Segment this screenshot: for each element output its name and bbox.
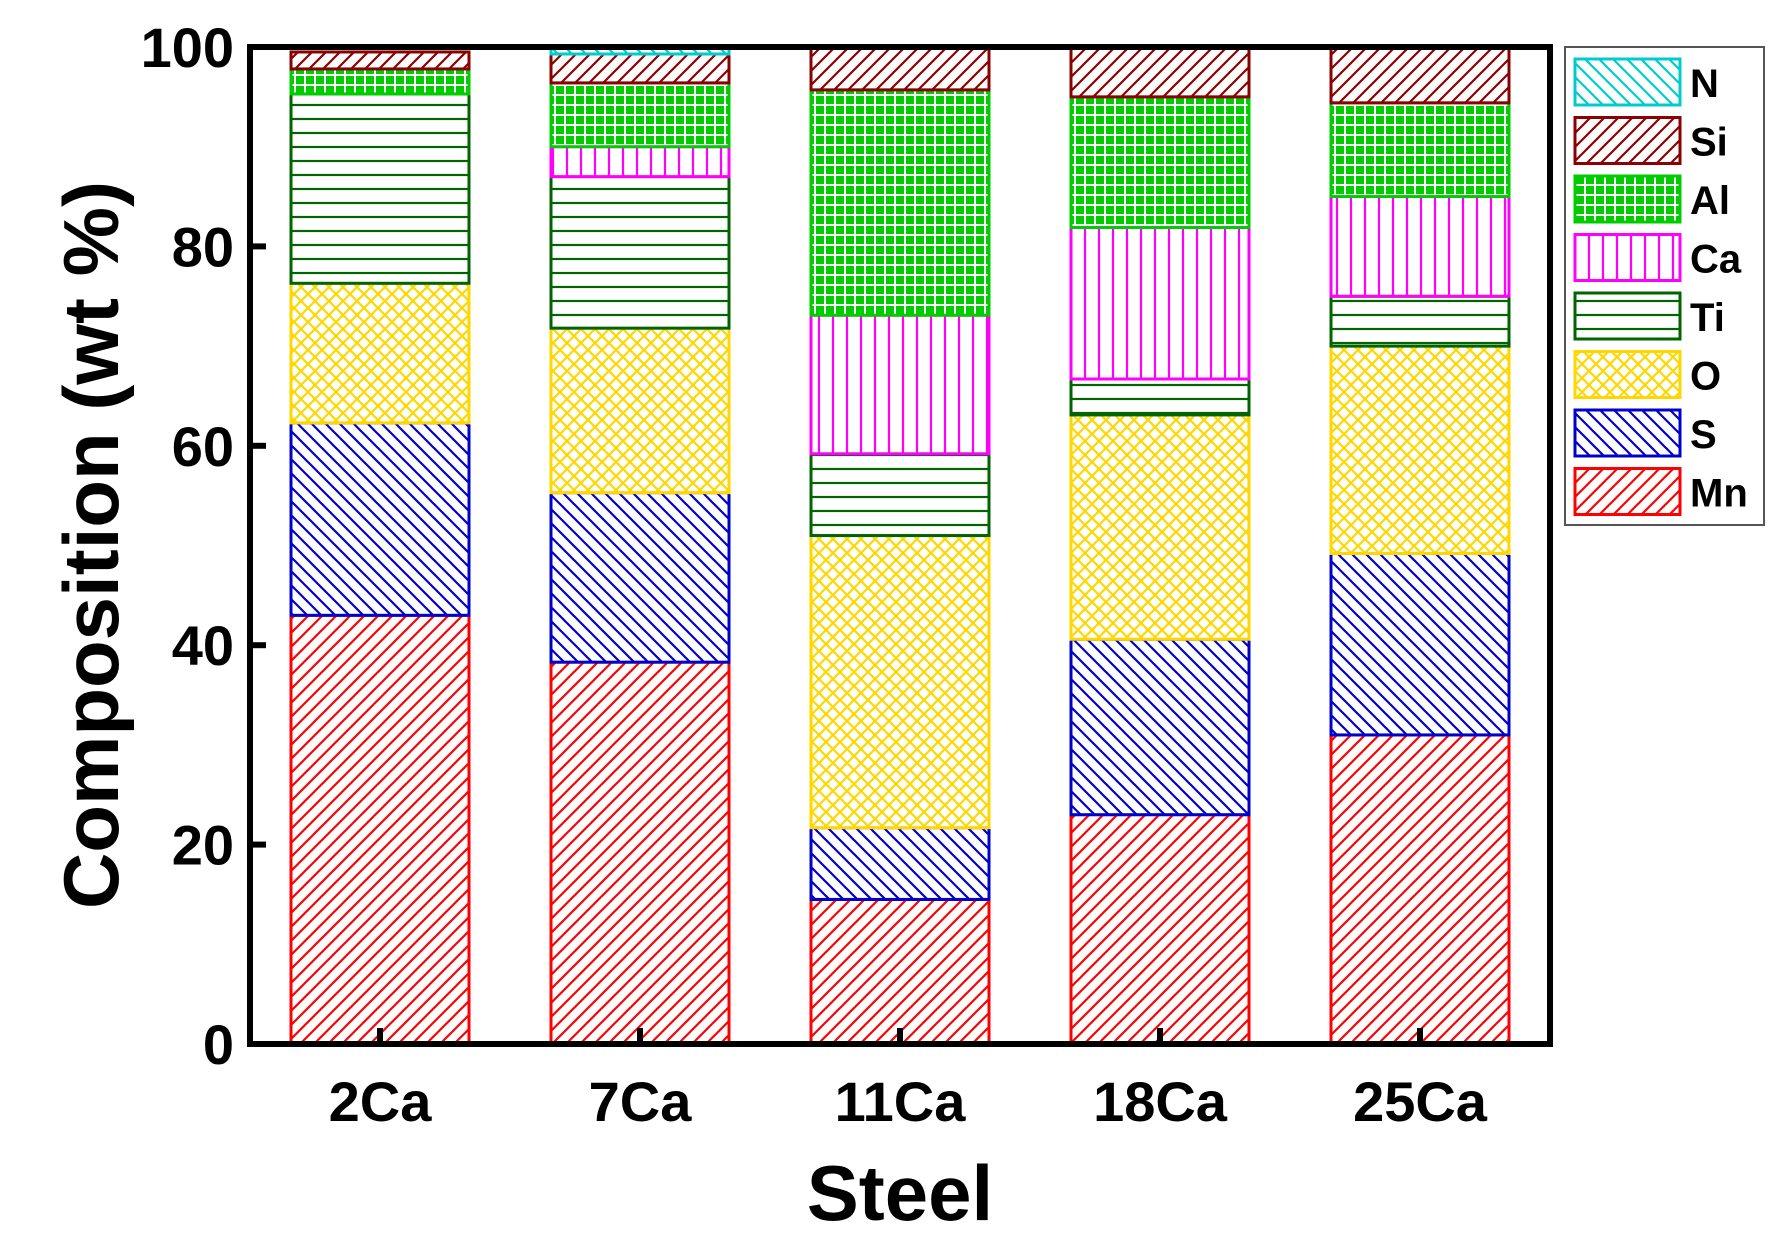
bar-segment-7Ca-S <box>549 491 731 664</box>
bar-segment-11Ca-Al <box>809 88 991 317</box>
bar-segment-11Ca-Ca <box>809 313 991 456</box>
bar-segment-11Ca-Ti <box>809 452 991 538</box>
bar-segment-25Ca-Ti <box>1329 294 1511 348</box>
bar-segment-18Ca-S <box>1069 637 1251 817</box>
bar-segment-25Ca-Mn <box>1329 733 1511 1046</box>
x-tick-label-18Ca: 18Ca <box>1093 1070 1228 1133</box>
legend-label-N: N <box>1690 62 1719 106</box>
bar-segment-11Ca-Si <box>809 45 991 92</box>
y-tick-label: 100 <box>141 16 234 79</box>
x-tick-label-7Ca: 7Ca <box>589 1070 693 1133</box>
y-tick-label: 80 <box>172 215 234 278</box>
bars-layer <box>289 45 1511 1046</box>
bar-segment-7Ca-O <box>549 326 731 495</box>
legend-swatch-Si <box>1573 116 1682 165</box>
y-tick-label: 20 <box>172 814 234 877</box>
bar-segment-2Ca-Al <box>289 67 471 96</box>
x-tick-label-11Ca: 11Ca <box>835 1070 967 1133</box>
bar-segment-2Ca-Mn <box>289 613 471 1046</box>
legend-label-Mn: Mn <box>1690 472 1748 516</box>
legend-swatch-S <box>1573 408 1682 458</box>
x-axis-title: Steel <box>807 1149 993 1237</box>
bar-segment-18Ca-O <box>1069 413 1251 641</box>
bar-segment-18Ca-Ca <box>1069 225 1251 381</box>
legend-label-Si: Si <box>1690 121 1728 165</box>
legend-label-Ti: Ti <box>1690 296 1725 340</box>
x-tick-label-25Ca: 25Ca <box>1353 1070 1488 1133</box>
legend-swatch-O <box>1573 350 1682 399</box>
legend-swatch-Ti <box>1573 291 1682 341</box>
bar-segment-2Ca-Si <box>289 50 471 71</box>
bar-segment-2Ca-Ti <box>289 92 471 285</box>
y-tick-label: 60 <box>172 415 234 478</box>
y-axis-title: Composition (wt %) <box>47 181 135 909</box>
bar-segment-7Ca-Ti <box>549 175 731 330</box>
bar-segment-7Ca-Si <box>549 52 731 85</box>
y-tick-label: 40 <box>172 614 234 677</box>
bar-segment-18Ca-Al <box>1069 95 1251 229</box>
legend-label-O: O <box>1690 355 1721 399</box>
bar-segment-25Ca-S <box>1329 551 1511 737</box>
legend-label-S: S <box>1690 413 1717 457</box>
bar-segment-11Ca-Mn <box>809 897 991 1046</box>
bar-segment-7Ca-Mn <box>549 660 731 1046</box>
bar-segment-25Ca-Ca <box>1329 195 1511 298</box>
legend-swatch-Mn <box>1573 467 1682 516</box>
bar-segment-25Ca-Si <box>1329 45 1511 105</box>
bar-segment-2Ca-S <box>289 421 471 617</box>
bar-segment-2Ca-O <box>289 281 471 425</box>
bar-segment-7Ca-Al <box>549 81 731 149</box>
ticks-layer: 0 20 40 60 80 100 2Ca 7Ca 11Ca 18Ca 25Ca <box>141 16 1488 1133</box>
legend-label-Al: Al <box>1690 179 1730 223</box>
bar-segment-25Ca-O <box>1329 344 1511 555</box>
legend: N Si Al Ca Ti OS Mn <box>1564 46 1765 526</box>
bar-segment-25Ca-Al <box>1329 101 1511 199</box>
bar-segment-7Ca-Ca <box>549 145 731 179</box>
bar-segment-18Ca-Si <box>1069 45 1251 99</box>
bar-segment-11Ca-O <box>809 534 991 830</box>
bar-segment-18Ca-Ti <box>1069 377 1251 417</box>
bar-segment-11Ca-S <box>809 826 991 901</box>
legend-label-Ca: Ca <box>1690 238 1742 282</box>
legend-swatch-N <box>1573 57 1682 107</box>
legend-swatch-Ca <box>1573 233 1682 282</box>
x-tick-label-2Ca: 2Ca <box>329 1070 433 1133</box>
y-tick-label: 0 <box>203 1013 234 1076</box>
legend-swatch-Al <box>1573 174 1682 224</box>
bar-segment-18Ca-Mn <box>1069 813 1251 1046</box>
